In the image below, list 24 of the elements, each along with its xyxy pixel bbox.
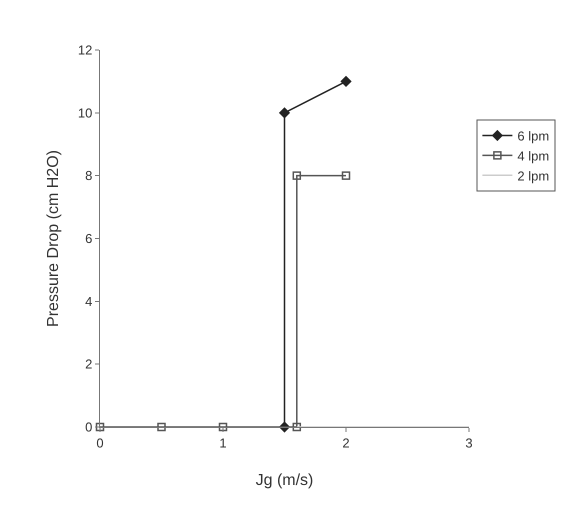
x-tick-label: 0 [96,436,104,451]
point [279,108,290,118]
y-tick-label: 8 [85,168,92,184]
point [96,422,104,432]
legend-label: 2 lpm [517,168,550,184]
point [340,76,352,87]
y-axis-title: Pressure Drop (cm H2O) [45,150,62,327]
x-tick-label: 2 [342,436,350,451]
y-tick-label: 0 [85,420,92,435]
x-axis-title: Jg (m/s) [256,472,314,489]
x-tick-label: 3 [465,436,473,451]
point [292,171,302,180]
y-tick-label: 6 [85,231,92,246]
y-tick-label: 10 [78,105,92,120]
x-tick-label: 1 [219,436,227,451]
point [342,171,350,180]
point [292,422,302,432]
point [218,422,228,432]
y-tick-label: 4 [85,294,92,309]
legend-label: 4 lpm [517,148,550,164]
y-tick-label: 2 [85,356,92,372]
legend-label: 6 lpm [517,128,550,144]
point [157,422,166,432]
y-tick-label: 12 [78,42,92,58]
